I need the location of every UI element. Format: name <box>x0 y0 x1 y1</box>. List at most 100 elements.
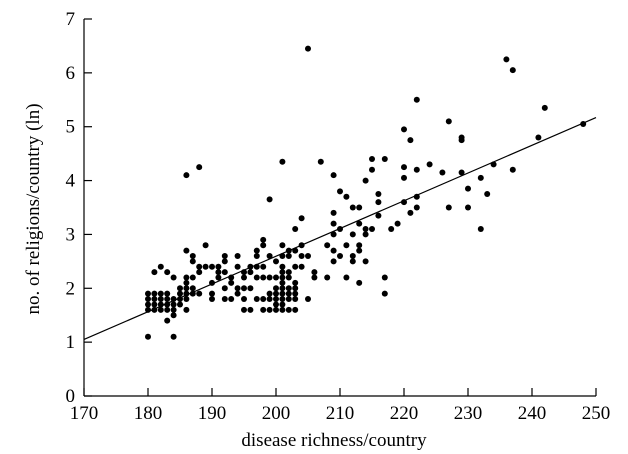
data-point <box>285 296 292 303</box>
data-point <box>183 279 190 286</box>
data-point <box>209 290 215 297</box>
data-point <box>381 156 388 163</box>
data-point <box>164 296 171 303</box>
data-point <box>221 285 228 292</box>
data-point <box>503 56 510 63</box>
data-point <box>145 333 151 340</box>
data-point <box>241 296 247 303</box>
data-point <box>394 220 401 227</box>
data-point <box>234 285 241 292</box>
data-point <box>375 212 382 219</box>
data-point <box>260 296 267 303</box>
data-point <box>292 263 299 270</box>
data-point <box>157 263 164 270</box>
data-point <box>183 306 190 313</box>
data-point <box>189 252 196 259</box>
data-point <box>407 209 414 216</box>
data-point <box>221 258 228 265</box>
data-point <box>189 285 196 292</box>
data-point <box>298 252 305 259</box>
data-point <box>164 317 171 324</box>
data-point <box>477 226 484 233</box>
data-point <box>196 263 203 270</box>
data-point <box>196 290 203 297</box>
data-point <box>509 166 516 173</box>
data-point <box>145 290 151 297</box>
data-point <box>221 252 228 259</box>
x-tick-label: 240 <box>518 403 547 424</box>
data-point <box>170 312 177 319</box>
y-tick-label: 7 <box>66 9 76 30</box>
data-point <box>279 242 286 249</box>
x-tick-label: 200 <box>262 403 291 424</box>
data-point <box>151 290 158 297</box>
data-point <box>362 258 369 265</box>
data-point <box>292 226 299 233</box>
data-point <box>401 164 407 171</box>
data-point <box>426 161 433 168</box>
data-point <box>285 285 292 292</box>
data-point <box>266 252 273 259</box>
data-point <box>279 306 286 313</box>
data-point <box>151 296 158 303</box>
data-point <box>381 290 388 297</box>
data-point <box>445 118 452 125</box>
data-point <box>330 258 337 265</box>
y-tick-label: 0 <box>66 386 76 407</box>
data-point <box>356 204 363 211</box>
data-point <box>279 269 286 276</box>
data-point <box>260 242 267 249</box>
data-point <box>189 258 196 265</box>
x-tick-label: 190 <box>198 403 227 424</box>
x-tick-label: 250 <box>582 403 611 424</box>
data-point <box>458 134 465 141</box>
data-point <box>330 209 337 216</box>
data-point <box>247 269 254 276</box>
y-tick-label: 2 <box>66 278 76 299</box>
data-point <box>177 285 183 292</box>
data-point <box>279 290 286 297</box>
data-point <box>215 263 222 270</box>
data-point <box>177 290 183 297</box>
data-point <box>541 104 548 111</box>
data-point <box>164 306 171 313</box>
data-point <box>388 226 395 233</box>
data-point <box>477 174 484 181</box>
x-axis-title: disease richness/country <box>241 430 427 451</box>
data-point <box>164 269 171 276</box>
x-tick-label: 210 <box>326 403 355 424</box>
data-point <box>356 279 363 286</box>
data-point <box>177 301 183 308</box>
data-point <box>183 247 190 254</box>
data-point <box>445 204 452 211</box>
data-point <box>157 296 164 303</box>
data-points <box>145 45 587 340</box>
data-point <box>273 290 279 297</box>
data-point <box>279 263 286 270</box>
data-point <box>183 285 190 292</box>
data-point <box>209 263 215 270</box>
data-point <box>170 333 177 340</box>
data-point <box>234 252 241 259</box>
data-point <box>413 204 420 211</box>
data-point <box>253 274 260 281</box>
y-tick-label: 6 <box>66 63 76 84</box>
data-point <box>375 191 382 198</box>
data-point <box>279 285 286 292</box>
data-point <box>241 306 247 313</box>
data-point <box>509 67 516 74</box>
y-tick-label: 5 <box>66 117 76 138</box>
data-point <box>221 296 228 303</box>
data-point <box>292 306 299 313</box>
data-point <box>465 204 471 211</box>
data-point <box>535 134 542 141</box>
data-point <box>413 96 420 103</box>
data-point <box>253 296 260 303</box>
data-point <box>266 196 273 203</box>
data-point <box>260 274 267 281</box>
axes: 170 180 190 200 210 220 230 240 250 0 1 2 3 4 5 6 7 <box>66 9 611 424</box>
data-point <box>349 252 356 259</box>
data-point <box>209 296 215 303</box>
data-point <box>260 236 267 243</box>
